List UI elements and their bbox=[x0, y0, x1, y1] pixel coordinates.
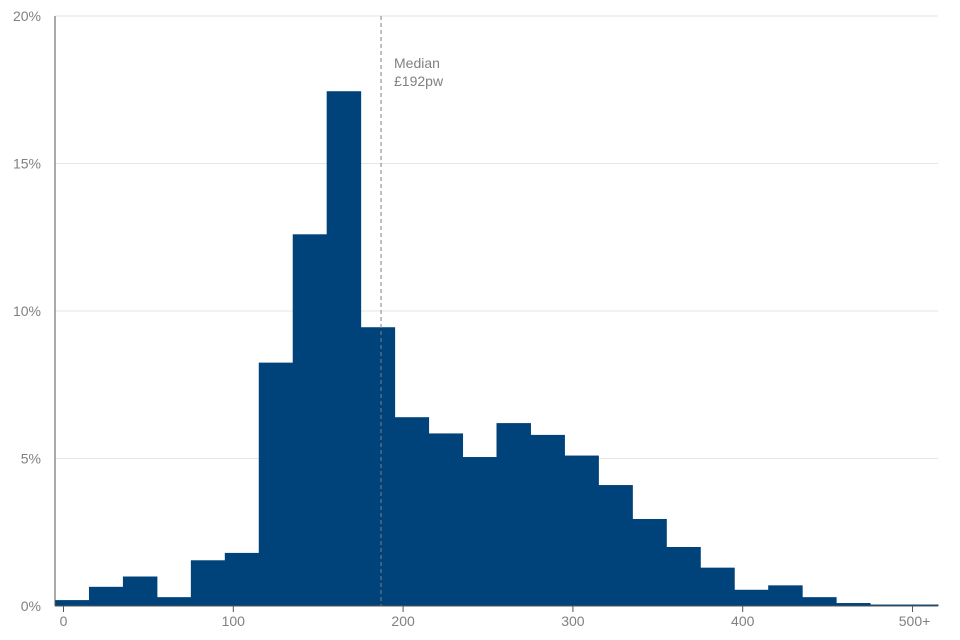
bar-19 bbox=[700, 567, 735, 606]
bar-7 bbox=[292, 234, 328, 607]
bar-6 bbox=[258, 362, 294, 606]
bar-8 bbox=[326, 91, 362, 607]
bar-3 bbox=[156, 597, 192, 606]
y-tick-label: 20% bbox=[13, 8, 41, 24]
x-tick-label: 0 bbox=[60, 613, 68, 629]
x-tick-label: 500+ bbox=[899, 613, 931, 629]
bar-16 bbox=[598, 485, 633, 606]
bar-22 bbox=[802, 597, 837, 606]
bar-5 bbox=[224, 552, 260, 606]
y-axis-ticks: 0% 5% 10% 15% 20% bbox=[13, 8, 41, 614]
bar-18 bbox=[666, 547, 701, 606]
x-tick-label: 300 bbox=[561, 613, 585, 629]
bar-1 bbox=[88, 586, 124, 606]
x-tick-label: 400 bbox=[731, 613, 755, 629]
bar-24 bbox=[870, 604, 905, 606]
bar-13 bbox=[496, 423, 531, 606]
bar-2 bbox=[122, 576, 158, 606]
bar-9 bbox=[360, 327, 396, 606]
bars bbox=[55, 91, 939, 607]
x-axis-ticks: 0 100 200 300 400 500+ bbox=[60, 606, 931, 629]
bar-4 bbox=[190, 560, 226, 606]
bar-14 bbox=[530, 434, 565, 606]
bar-20 bbox=[734, 589, 769, 606]
bar-25 bbox=[904, 604, 939, 606]
bar-21 bbox=[768, 585, 803, 606]
median-value: £192pw bbox=[394, 73, 444, 89]
bar-23 bbox=[836, 603, 871, 606]
bar-11 bbox=[428, 433, 464, 606]
median-label: Median bbox=[394, 55, 440, 71]
y-tick-label: 15% bbox=[13, 156, 41, 172]
bar-10 bbox=[394, 417, 430, 606]
y-tick-label: 0% bbox=[21, 598, 41, 614]
y-tick-label: 10% bbox=[13, 303, 41, 319]
axes bbox=[54, 16, 938, 607]
median-annotation: Median £192pw bbox=[380, 16, 444, 606]
bar-17 bbox=[632, 518, 667, 606]
bar-15 bbox=[564, 455, 599, 606]
y-tick-label: 5% bbox=[21, 451, 41, 467]
bar-0 bbox=[55, 600, 90, 606]
x-tick-label: 100 bbox=[222, 613, 246, 629]
bar-12 bbox=[462, 457, 497, 606]
x-tick-label: 200 bbox=[391, 613, 415, 629]
gridlines bbox=[55, 15, 938, 459]
